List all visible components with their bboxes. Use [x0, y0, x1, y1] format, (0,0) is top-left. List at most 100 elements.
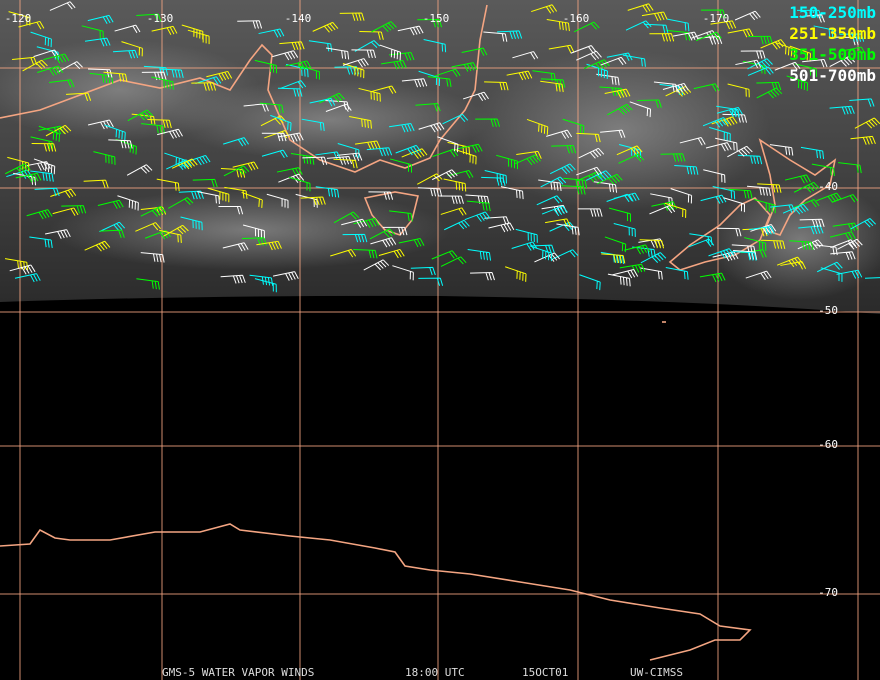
wind-barb — [756, 87, 783, 99]
wind-barb — [359, 30, 384, 40]
wind-barb — [534, 252, 561, 263]
wind-barb — [484, 81, 509, 91]
wind-barb — [81, 25, 104, 40]
wind-barb — [18, 20, 45, 30]
wind-barb — [639, 239, 665, 249]
wind-barb — [538, 179, 562, 192]
wind-barb — [178, 190, 204, 200]
wind-barb — [192, 178, 218, 188]
wind-barb — [618, 153, 645, 164]
wind-barb — [43, 53, 70, 64]
wind-barb — [410, 266, 436, 276]
wind-barb — [664, 202, 687, 218]
wind-barb — [481, 176, 506, 187]
wind-barb — [29, 236, 53, 249]
longitude-label: -150 — [423, 12, 450, 25]
wind-barb — [342, 58, 369, 68]
wind-barb — [649, 205, 676, 215]
wind-barb — [666, 18, 690, 32]
wind-barb — [784, 174, 811, 184]
wind-barb — [277, 87, 303, 97]
wind-barb — [389, 210, 413, 222]
wind-barb — [280, 80, 307, 89]
wind-barb — [140, 205, 167, 217]
wind-barb — [285, 64, 309, 78]
wind-barb — [710, 20, 737, 30]
legend-entry: 150-250mb — [789, 3, 876, 22]
wind-barb — [278, 173, 305, 184]
wind-barb — [776, 256, 803, 268]
wind-barb — [563, 177, 588, 189]
longitude-label: -140 — [285, 12, 312, 25]
wind-barb — [395, 144, 422, 156]
wind-barb — [333, 158, 358, 169]
footer-text: 18:00 UTC — [405, 666, 465, 679]
wind-barb — [431, 169, 458, 181]
wind-barb — [570, 45, 597, 54]
wind-barb — [753, 198, 776, 214]
wind-barb — [576, 171, 603, 183]
wind-barb — [444, 219, 470, 231]
wind-barb — [461, 47, 488, 56]
wind-barb — [141, 123, 165, 134]
wind-barb — [417, 187, 443, 197]
latitude-label: -50 — [818, 304, 838, 317]
wind-barb — [599, 86, 624, 97]
wind-barb — [760, 39, 787, 50]
wind-barb — [702, 117, 729, 128]
wind-barb — [9, 264, 36, 275]
wind-barb — [112, 49, 139, 59]
wind-barb — [325, 103, 352, 112]
wind-barb — [802, 58, 828, 68]
wind-barb — [83, 179, 109, 189]
wind-barb — [740, 50, 766, 59]
latitude-label: -60 — [818, 438, 838, 451]
wind-barb — [829, 231, 856, 241]
wind-barb — [147, 119, 172, 129]
wind-barb — [832, 194, 859, 203]
wind-barb — [220, 274, 246, 284]
wind-barb — [573, 21, 600, 33]
wind-barb — [799, 14, 825, 23]
wind-barb — [222, 242, 249, 252]
wind-barb — [353, 217, 380, 228]
wind-barb — [530, 245, 553, 262]
wind-barb — [789, 240, 814, 251]
wind-barb — [672, 31, 699, 41]
wind-barb — [586, 63, 608, 80]
wind-barb — [470, 271, 495, 281]
wind-barb — [401, 78, 428, 88]
wind-barb — [551, 144, 577, 154]
wind-barb — [757, 183, 782, 193]
wind-barb — [644, 23, 669, 34]
tasmania-coast — [363, 191, 419, 236]
wind-barb — [87, 68, 113, 78]
wind-barb — [579, 274, 601, 291]
wind-barb — [136, 13, 162, 22]
wind-barb — [398, 238, 425, 248]
wind-barb — [813, 25, 837, 39]
wind-barb — [254, 59, 278, 74]
wind-barb — [45, 229, 71, 239]
wind-barb — [640, 252, 667, 264]
wind-barb — [562, 118, 585, 134]
wind-barb — [389, 123, 415, 133]
wind-barb — [151, 25, 178, 35]
wind-barb — [151, 76, 174, 90]
wind-barb — [99, 221, 126, 233]
wind-barb — [302, 156, 328, 165]
wind-barb — [531, 4, 558, 14]
wind-barb — [276, 167, 303, 177]
wind-barb — [622, 54, 646, 67]
wind-barb — [309, 97, 336, 107]
wind-barb — [325, 47, 350, 60]
wind-barb — [45, 124, 72, 137]
wind-barb — [218, 205, 244, 215]
wind-barb — [249, 274, 274, 286]
wind-barb — [379, 44, 402, 61]
wind-barb — [467, 249, 492, 261]
wind-barb — [854, 117, 880, 129]
wind-barb — [700, 194, 727, 204]
wind-barb — [496, 154, 519, 170]
wind-barb — [500, 186, 524, 200]
